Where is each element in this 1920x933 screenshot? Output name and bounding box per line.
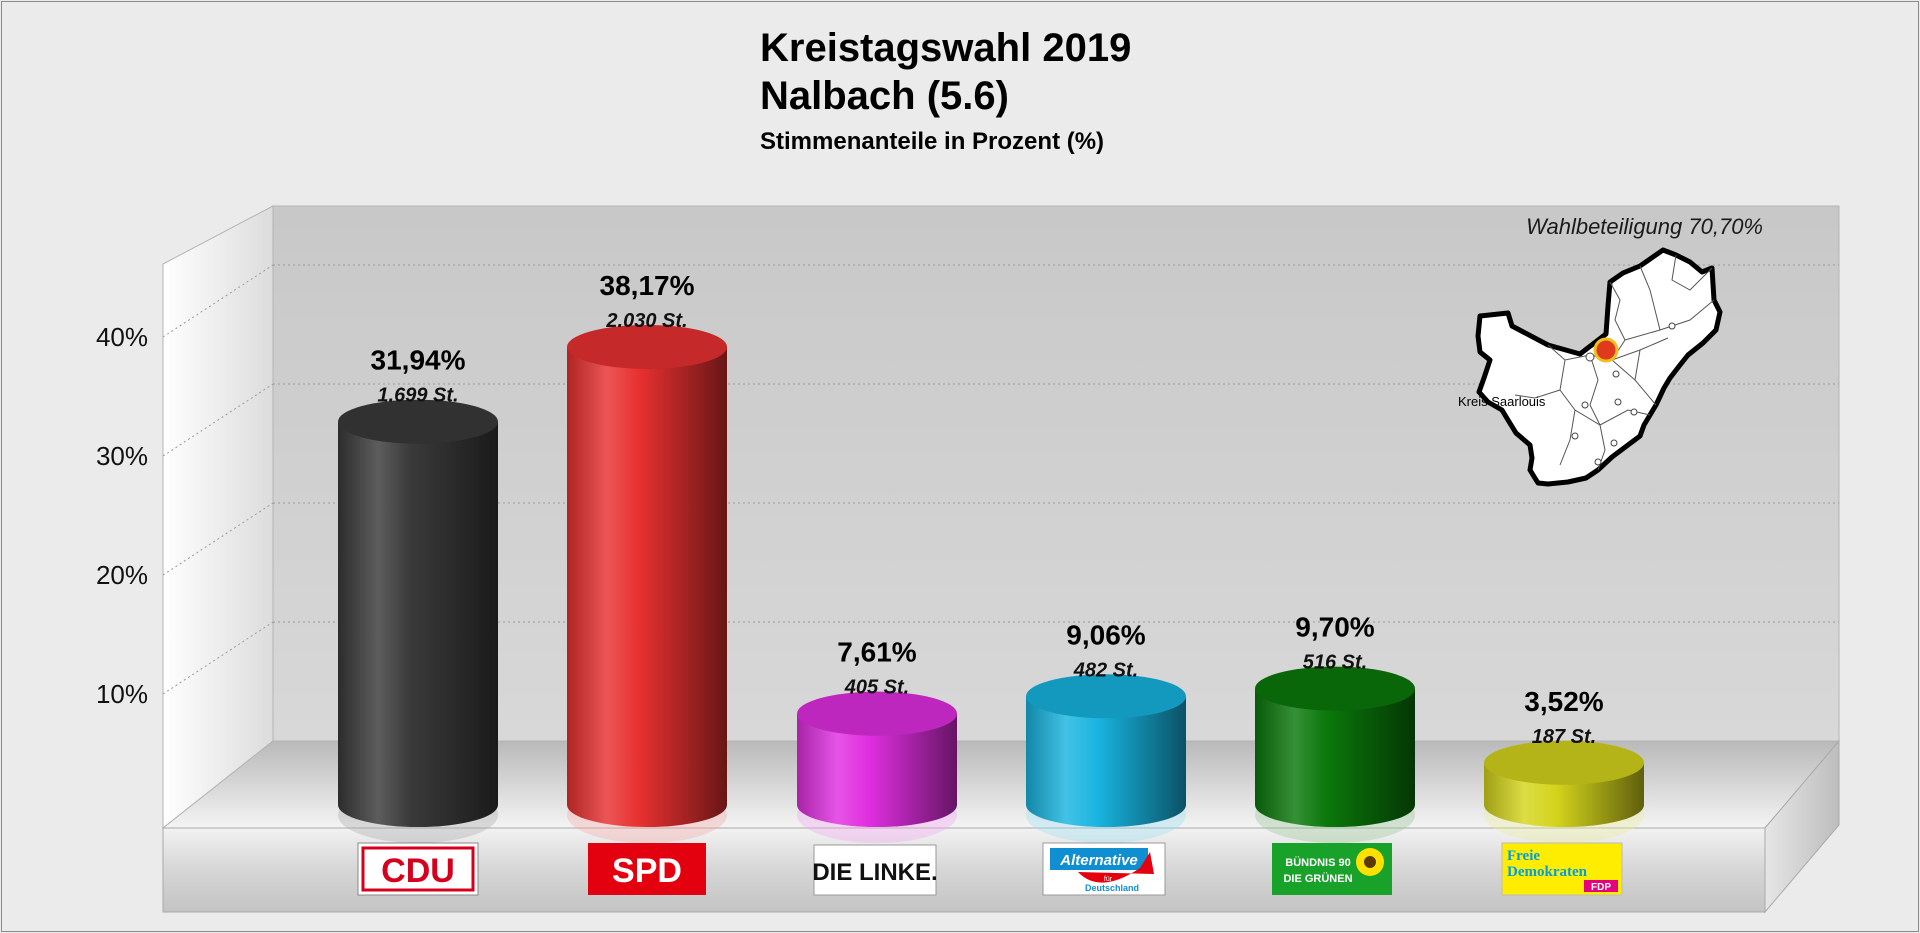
district-map: Kreis Saarlouis — [1458, 247, 1723, 487]
fdp-logo-text-3: FDP — [1591, 882, 1611, 893]
afd-logo-text-2: für — [1104, 876, 1113, 883]
bar-top — [338, 399, 498, 444]
bar-value-label: 3,52% — [1524, 686, 1603, 717]
cdu-logo-text: CDU — [381, 852, 455, 890]
afd-logo-text-3: Deutschland — [1085, 883, 1139, 893]
bar-body — [338, 421, 498, 827]
fdp-logo-text-2: Demokraten — [1507, 864, 1588, 880]
back-wall — [272, 205, 1840, 742]
bar-votes-label: 187 St. — [1532, 726, 1596, 748]
gridline-side — [162, 502, 274, 576]
turnout-annotation: Wahlbeteiligung 70,70% — [1526, 214, 1763, 239]
town-markers — [1571, 322, 1676, 466]
spd-logo: SPD — [588, 843, 706, 895]
bar-body — [1026, 696, 1186, 827]
bar-value-label: 38,17% — [600, 270, 695, 301]
title-block: Kreistagswahl 2019 Nalbach (5.6) Stimmen… — [760, 24, 1131, 156]
chart-subtitle: Stimmenanteile in Prozent (%) — [760, 128, 1105, 155]
chart-title: Kreistagswahl 2019 — [760, 26, 1132, 70]
bar-votes-label: 516 St. — [1303, 652, 1367, 674]
y-tick-label: 10% — [96, 679, 148, 709]
bar-top — [567, 324, 727, 369]
chart-3d-frame — [161, 205, 1841, 914]
bar-body — [567, 346, 727, 827]
bar-fdp — [1484, 740, 1644, 843]
y-tick-label: 20% — [96, 560, 148, 590]
sunflower-icon — [1356, 848, 1384, 876]
bar-top — [1255, 666, 1415, 711]
spd-logo-text: SPD — [612, 852, 682, 890]
cdu-logo: CDU — [357, 842, 479, 896]
afd-logo: Alternative für Deutschland — [1042, 842, 1166, 896]
bar-votes-label: 405 St. — [844, 677, 909, 699]
gruene-logo: BÜNDNIS 90 DIE GRÜNEN — [1272, 843, 1392, 895]
bar-value-label: 9,06% — [1066, 619, 1145, 650]
left-side-wall — [162, 205, 274, 830]
gruene-logo-text-2: DIE GRÜNEN — [1283, 872, 1352, 885]
fdp-logo: Freie Demokraten FDP — [1501, 842, 1623, 896]
bar-spd — [567, 324, 727, 843]
linke-logo: DIE LINKE. — [812, 844, 938, 896]
bars — [338, 324, 1644, 843]
bar-votes-label: 482 St. — [1073, 659, 1138, 681]
bar-body — [797, 713, 957, 827]
gridline-side — [162, 264, 274, 338]
bar-votes-label: 1.699 St. — [377, 385, 458, 407]
gridline-side — [162, 621, 274, 695]
bar-top — [1484, 740, 1644, 785]
bar-die-linke — [797, 691, 957, 843]
bar-b-ndnis-90-die-gr-nen — [1255, 666, 1415, 843]
chart-subtitle-line: Nalbach (5.6) — [760, 74, 1009, 118]
bar-votes-label: 2.030 St. — [605, 310, 687, 332]
gridline-side — [162, 383, 274, 457]
afd-arrow-icon — [1078, 852, 1154, 883]
y-tick-label: 30% — [96, 441, 148, 471]
nalbach-marker — [1593, 337, 1619, 363]
bar-value-label: 9,70% — [1295, 612, 1374, 643]
bar-body — [1255, 688, 1415, 827]
afd-logo-text-1: Alternative — [1059, 852, 1138, 869]
fdp-logo-text-1: Freie — [1507, 848, 1540, 864]
linke-logo-text: DIE LINKE. — [812, 859, 937, 886]
data-labels: 31,94% 1.699 St. 38,17% 2.030 St. 7,61% 405 S… — [371, 270, 1604, 748]
bar-value-label: 7,61% — [837, 637, 916, 668]
party-logos: CDU SPD DIE LINKE. Alternative für Deuts… — [357, 842, 1623, 896]
chart-base-side — [1764, 739, 1840, 914]
map-label: Kreis Saarlouis — [1458, 394, 1546, 409]
bar-value-label: 31,94% — [371, 345, 466, 376]
bar-top — [1026, 674, 1186, 719]
y-tick-label: 40% — [96, 322, 148, 352]
y-axis-ticks: 10% 20% 30% 40% — [96, 322, 148, 709]
gruene-logo-text-1: BÜNDNIS 90 — [1285, 856, 1350, 869]
bar-top — [797, 691, 957, 736]
bar-afd — [1026, 674, 1186, 843]
bar-cdu — [338, 399, 498, 843]
